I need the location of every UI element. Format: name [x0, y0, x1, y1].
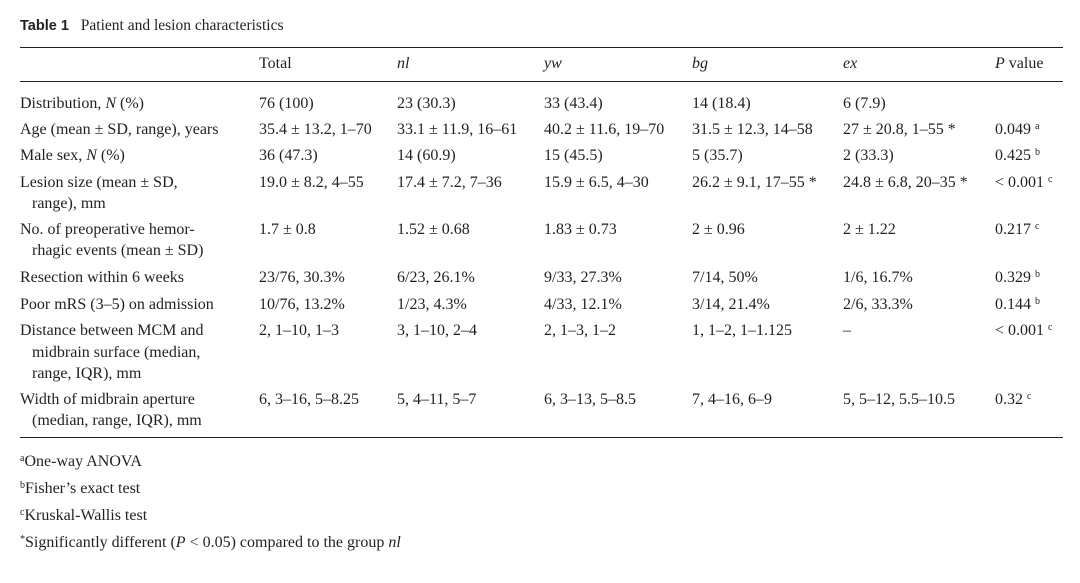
- cell-yw: 15.9 ± 6.5, 4–30: [544, 174, 649, 191]
- cell-nl: 17.4 ± 7.2, 7–36: [397, 174, 502, 191]
- cell-bg: 26.2 ± 9.1, 17–55 *: [692, 174, 817, 191]
- row-label: No. of preoperative hemor-: [20, 221, 195, 238]
- header-rule: [20, 81, 1063, 82]
- cell-ex: 27 ± 20.8, 1–55 *: [843, 121, 956, 138]
- cell-p-value: 0.425 b: [995, 147, 1040, 164]
- row-label-continued: midbrain surface (median,: [32, 344, 201, 361]
- cell-bg: 7/14, 50%: [692, 269, 758, 286]
- cell-total: 35.4 ± 13.2, 1–70: [259, 121, 372, 138]
- footnote: bFisher’s exact test: [20, 480, 141, 497]
- cell-p-value: < 0.001 c: [995, 322, 1053, 339]
- cell-p-value: < 0.001 c: [995, 174, 1053, 191]
- header-nl: nl: [397, 55, 410, 72]
- cell-p-value: 0.217 c: [995, 221, 1040, 238]
- cell-total: 23/76, 30.3%: [259, 269, 345, 286]
- cell-yw: 9/33, 27.3%: [544, 269, 622, 286]
- header-p-value: P value: [995, 55, 1044, 72]
- row-label-continued: (median, range, IQR), mm: [32, 412, 202, 429]
- cell-bg: 3/14, 21.4%: [692, 296, 770, 313]
- cell-p-value: 0.329 b: [995, 269, 1040, 286]
- cell-ex: –: [843, 322, 851, 339]
- row-label: Distribution, N (%): [20, 95, 144, 112]
- row-label: Width of midbrain aperture: [20, 391, 195, 408]
- cell-ex: 24.8 ± 6.8, 20–35 *: [843, 174, 968, 191]
- cell-yw: 6, 3–13, 5–8.5: [544, 391, 636, 408]
- cell-nl: 33.1 ± 11.9, 16–61: [397, 121, 518, 138]
- cell-total: 6, 3–16, 5–8.25: [259, 391, 359, 408]
- table-title: Patient and lesion characteristics: [80, 17, 284, 34]
- cell-yw: 4/33, 12.1%: [544, 296, 622, 313]
- footnote-mark: c: [1035, 221, 1040, 232]
- cell-nl: 1/23, 4.3%: [397, 296, 467, 313]
- footnote: cKruskal-Wallis test: [20, 507, 148, 524]
- cell-bg: 2 ± 0.96: [692, 221, 745, 238]
- cell-nl: 14 (60.9): [397, 147, 456, 164]
- cell-ex: 2 ± 1.22: [843, 221, 896, 238]
- cell-total: 19.0 ± 8.2, 4–55: [259, 174, 364, 191]
- cell-yw: 15 (45.5): [544, 147, 603, 164]
- header-bg: bg: [692, 55, 708, 72]
- footnote-mark: c: [1048, 174, 1053, 185]
- cell-ex: 2 (33.3): [843, 147, 894, 164]
- header-total: Total: [259, 55, 292, 72]
- row-label: Male sex, N (%): [20, 147, 125, 164]
- footnote-mark: b: [1035, 296, 1040, 307]
- header-ex: ex: [843, 55, 858, 72]
- cell-bg: 14 (18.4): [692, 95, 751, 112]
- footnote-mark: c: [1027, 391, 1032, 402]
- cell-total: 76 (100): [259, 95, 314, 112]
- cell-bg: 5 (35.7): [692, 147, 743, 164]
- cell-nl: 1.52 ± 0.68: [397, 221, 470, 238]
- footnote-mark: c: [1048, 322, 1053, 333]
- cell-bg: 31.5 ± 12.3, 14–58: [692, 121, 813, 138]
- cell-ex: 5, 5–12, 5.5–10.5: [843, 391, 955, 408]
- cell-nl: 23 (30.3): [397, 95, 456, 112]
- bottom-rule: [20, 437, 1063, 438]
- footnote: *Significantly different (P < 0.05) comp…: [20, 534, 401, 551]
- cell-ex: 6 (7.9): [843, 95, 886, 112]
- row-label-continued: range, IQR), mm: [32, 365, 142, 382]
- cell-bg: 1, 1–2, 1–1.125: [692, 322, 792, 339]
- footnote: aOne-way ANOVA: [20, 453, 142, 470]
- cell-total: 10/76, 13.2%: [259, 296, 345, 313]
- cell-p-value: 0.32 c: [995, 391, 1032, 408]
- row-label: Resection within 6 weeks: [20, 269, 184, 286]
- top-rule: [20, 47, 1063, 48]
- cell-ex: 2/6, 33.3%: [843, 296, 913, 313]
- cell-yw: 40.2 ± 11.6, 19–70: [544, 121, 665, 138]
- table-label: Table 1: [20, 18, 69, 34]
- cell-yw: 1.83 ± 0.73: [544, 221, 617, 238]
- row-label-continued: range), mm: [32, 195, 106, 212]
- row-label: Age (mean ± SD, range), years: [20, 121, 219, 138]
- cell-yw: 33 (43.4): [544, 95, 603, 112]
- cell-total: 1.7 ± 0.8: [259, 221, 316, 238]
- cell-p-value: 0.049 a: [995, 121, 1040, 138]
- footnote-mark: b: [1035, 147, 1040, 158]
- row-label-continued: rhagic events (mean ± SD): [32, 242, 204, 259]
- cell-bg: 7, 4–16, 6–9: [692, 391, 772, 408]
- cell-ex: 1/6, 16.7%: [843, 269, 913, 286]
- row-label: Poor mRS (3–5) on admission: [20, 296, 214, 313]
- footnote-mark: b: [1035, 269, 1040, 280]
- footnote-mark: a: [1035, 121, 1040, 132]
- row-label: Lesion size (mean ± SD,: [20, 174, 178, 191]
- cell-yw: 2, 1–3, 1–2: [544, 322, 616, 339]
- cell-total: 36 (47.3): [259, 147, 318, 164]
- cell-p-value: 0.144 b: [995, 296, 1040, 313]
- cell-nl: 5, 4–11, 5–7: [397, 391, 477, 408]
- row-label: Distance between MCM and: [20, 322, 204, 339]
- cell-total: 2, 1–10, 1–3: [259, 322, 339, 339]
- cell-nl: 3, 1–10, 2–4: [397, 322, 477, 339]
- header-yw: yw: [544, 55, 562, 72]
- table-caption: Table 1 Patient and lesion characteristi…: [20, 17, 283, 35]
- cell-nl: 6/23, 26.1%: [397, 269, 475, 286]
